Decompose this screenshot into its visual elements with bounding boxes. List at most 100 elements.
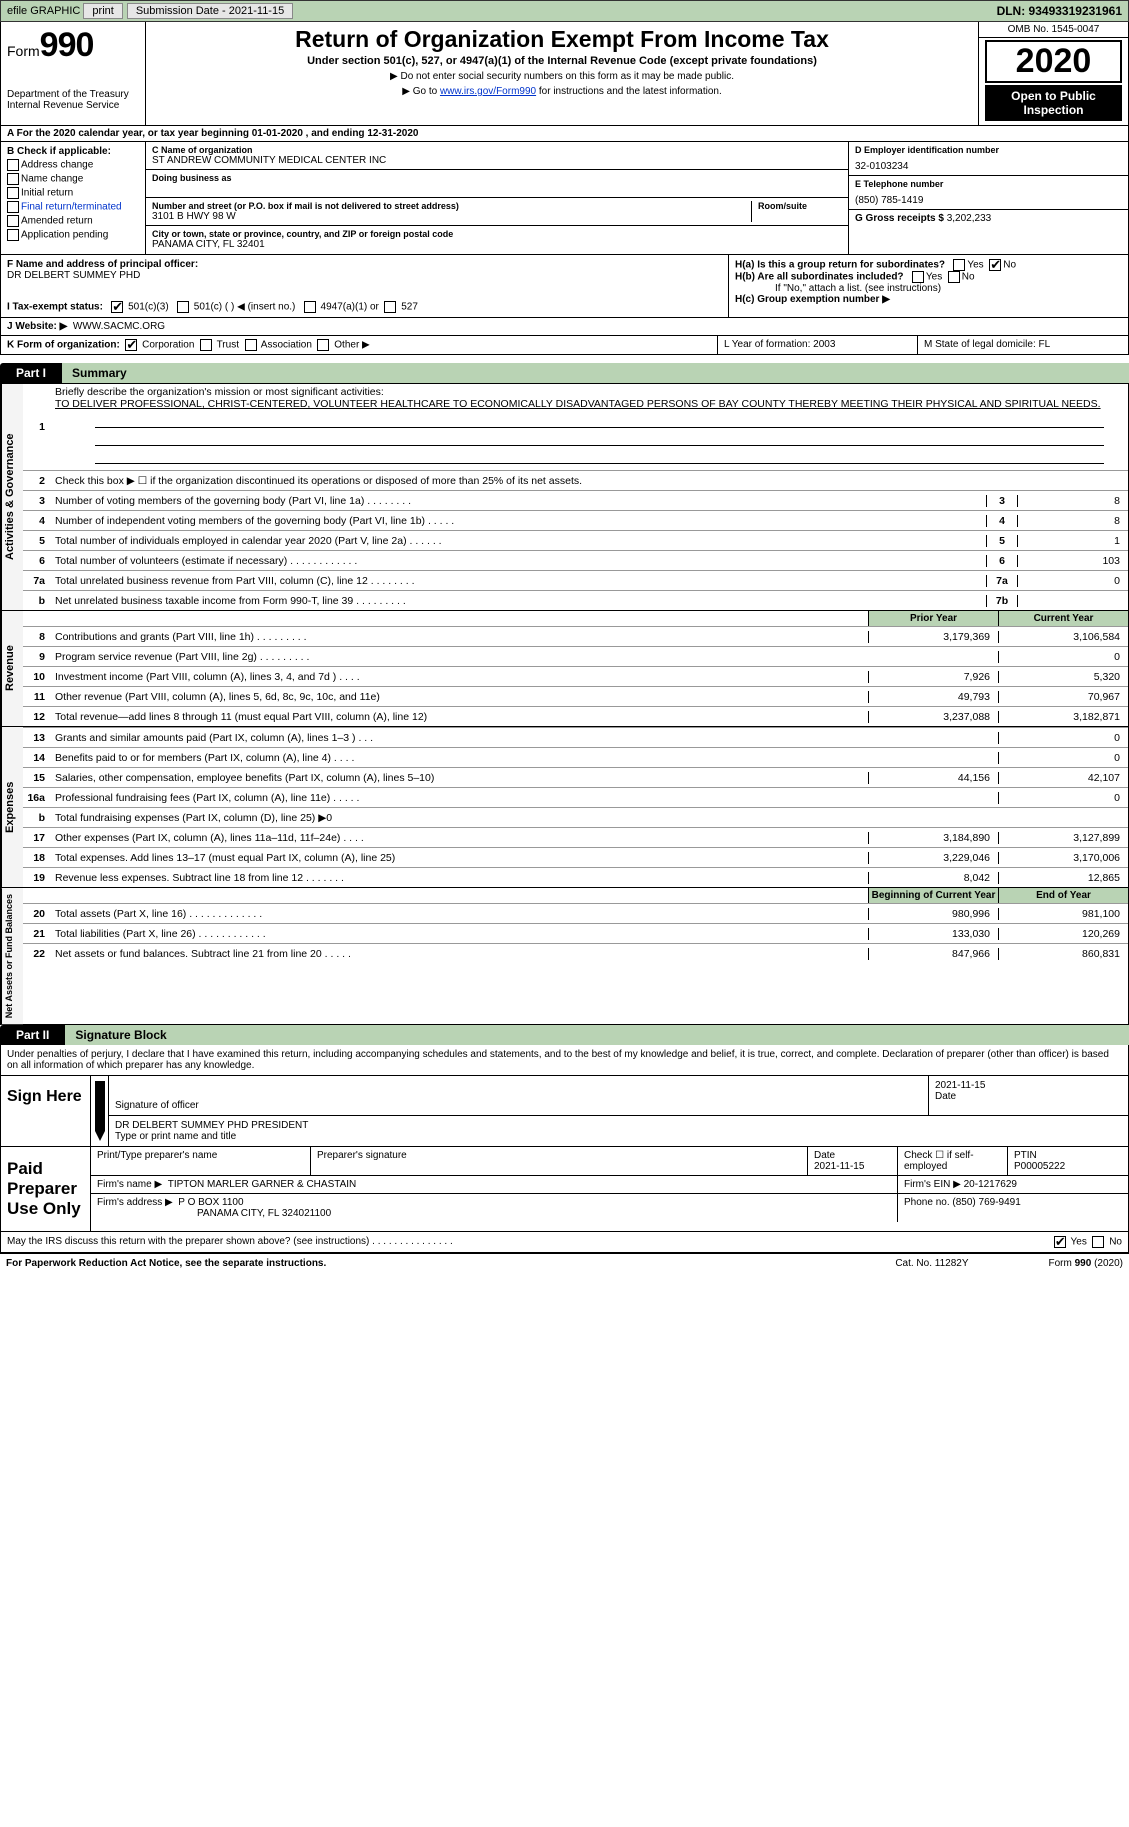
c-city-lbl: City or town, state or province, country… — [152, 229, 842, 239]
chk-527[interactable] — [384, 301, 396, 313]
officer-name-lbl: Type or print name and title — [115, 1131, 1122, 1142]
governance-section: Activities & Governance 1 Briefly descri… — [0, 383, 1129, 611]
line-current: 42,107 — [998, 772, 1128, 784]
goto-pre: ▶ Go to — [402, 86, 440, 97]
discuss-no-lbl: No — [1109, 1237, 1122, 1248]
chk-501c[interactable] — [177, 301, 189, 313]
chk-final-lbl: Final return/terminated — [21, 202, 122, 213]
sig-date-lbl: Date — [935, 1091, 1122, 1102]
k-trust[interactable] — [200, 339, 212, 351]
line-desc: Number of independent voting members of … — [51, 513, 986, 529]
hdr-end-year: End of Year — [998, 888, 1128, 903]
line-prior: 3,184,890 — [868, 832, 998, 844]
line-no: 9 — [23, 651, 51, 663]
line-desc: Total number of individuals employed in … — [51, 533, 986, 549]
line-prior: 847,966 — [868, 948, 998, 960]
line-current: 860,831 — [998, 948, 1128, 960]
line-desc: Number of voting members of the governin… — [51, 493, 986, 509]
line-prior: 44,156 — [868, 772, 998, 784]
note-ssn: ▶ Do not enter social security numbers o… — [154, 71, 970, 82]
line-10: 10Investment income (Part VIII, column (… — [23, 666, 1128, 686]
hb-no[interactable] — [948, 271, 960, 283]
chk-4947[interactable] — [304, 301, 316, 313]
form-subtitle: Under section 501(c), 527, or 4947(a)(1)… — [154, 55, 970, 67]
chk-final[interactable]: Final return/terminated — [7, 201, 139, 213]
line-17: 17Other expenses (Part IX, column (A), l… — [23, 827, 1128, 847]
d-ein-lbl: D Employer identification number — [855, 145, 1122, 155]
k-corp[interactable] — [125, 339, 137, 351]
page-footer: For Paperwork Reduction Act Notice, see … — [0, 1253, 1129, 1273]
line-desc: Total assets (Part X, line 16) . . . . .… — [51, 906, 868, 922]
line-desc: Salaries, other compensation, employee b… — [51, 770, 868, 786]
line-prior: 8,042 — [868, 872, 998, 884]
line-no: b — [23, 812, 51, 824]
line-desc: Net assets or fund balances. Subtract li… — [51, 946, 868, 962]
print-button[interactable]: print — [83, 3, 122, 19]
line-prior: 3,229,046 — [868, 852, 998, 864]
line-current: 3,127,899 — [998, 832, 1128, 844]
hb-yes-lbl: Yes — [926, 272, 942, 283]
c-addr-lbl: Number and street (or P.O. box if mail i… — [152, 201, 751, 211]
line-desc: Investment income (Part VIII, column (A)… — [51, 669, 868, 685]
hb-note: If "No," attach a list. (see instruction… — [775, 283, 1122, 294]
part1-header: Part I Summary — [0, 363, 1129, 383]
submission-date-button[interactable]: Submission Date - 2021-11-15 — [127, 3, 293, 19]
k-assoc-lbl: Association — [261, 340, 312, 351]
discuss-no[interactable] — [1092, 1236, 1104, 1248]
irs-link[interactable]: www.irs.gov/Form990 — [440, 86, 536, 97]
line-no: 20 — [23, 908, 51, 920]
line-box: 6 — [986, 555, 1018, 567]
gross-label: G Gross receipts $ — [855, 213, 944, 224]
chk-address-lbl: Address change — [21, 160, 93, 171]
ha-no[interactable] — [989, 259, 1001, 271]
line-no: 6 — [23, 555, 51, 567]
line-12: 12Total revenue—add lines 8 through 11 (… — [23, 706, 1128, 726]
line-14: 14Benefits paid to or for members (Part … — [23, 747, 1128, 767]
i-527: 527 — [401, 302, 418, 313]
line-no: 21 — [23, 928, 51, 940]
hb-label: H(b) Are all subordinates included? — [735, 272, 904, 283]
row-fh: F Name and address of principal officer:… — [0, 255, 1129, 318]
expenses-side: Expenses — [1, 727, 23, 887]
chk-namechange[interactable]: Name change — [7, 173, 139, 185]
line-desc: Total unrelated business revenue from Pa… — [51, 573, 986, 589]
i-501c: 501(c) ( ) ◀ (insert no.) — [194, 302, 296, 313]
section-bcd: B Check if applicable: Address change Na… — [0, 142, 1129, 255]
mission-text: TO DELIVER PROFESSIONAL, CHRIST-CENTERED… — [55, 398, 1101, 410]
chk-pending[interactable]: Application pending — [7, 229, 139, 241]
k-other[interactable] — [317, 339, 329, 351]
line-no: b — [23, 595, 51, 607]
line-current: 3,182,871 — [998, 711, 1128, 723]
org-ein: 32-0103234 — [855, 161, 1122, 172]
chk-501c3[interactable] — [111, 301, 123, 313]
hb-yes[interactable] — [912, 271, 924, 283]
discuss-yes[interactable] — [1054, 1236, 1066, 1248]
chk-address[interactable]: Address change — [7, 159, 139, 171]
ptin-lbl: PTIN — [1014, 1150, 1122, 1161]
footer-right: Form 990 (2020) — [1049, 1258, 1123, 1269]
line-no: 16a — [23, 792, 51, 804]
chk-amended-lbl: Amended return — [21, 216, 93, 227]
chk-initial[interactable]: Initial return — [7, 187, 139, 199]
i-4947: 4947(a)(1) or — [321, 302, 379, 313]
firm-ein: 20-1217629 — [964, 1179, 1017, 1190]
k-assoc[interactable] — [245, 339, 257, 351]
line-current: 120,269 — [998, 928, 1128, 940]
line-current: 0 — [998, 651, 1128, 663]
firm-addr-lbl: Firm's address ▶ — [97, 1197, 173, 1208]
part1-title: Summary — [62, 363, 1129, 383]
chk-amended[interactable]: Amended return — [7, 215, 139, 227]
line-prior: 7,926 — [868, 671, 998, 683]
discuss-question: May the IRS discuss this return with the… — [7, 1236, 453, 1248]
q2-label: Check this box ▶ ☐ if the organization d… — [51, 473, 1128, 489]
efile-label: efile GRAPHIC — [7, 5, 80, 17]
line-box: 7b — [986, 595, 1018, 607]
website: WWW.SACMC.ORG — [73, 321, 165, 332]
note-link: ▶ Go to www.irs.gov/Form990 for instruct… — [154, 86, 970, 97]
line-9: 9Program service revenue (Part VIII, lin… — [23, 646, 1128, 666]
line-current: 0 — [998, 792, 1128, 804]
d-tel-lbl: E Telephone number — [855, 179, 1122, 189]
line-no: 22 — [23, 948, 51, 960]
ha-yes[interactable] — [953, 259, 965, 271]
revenue-section: Revenue Prior Year Current Year 8Contrib… — [0, 611, 1129, 727]
